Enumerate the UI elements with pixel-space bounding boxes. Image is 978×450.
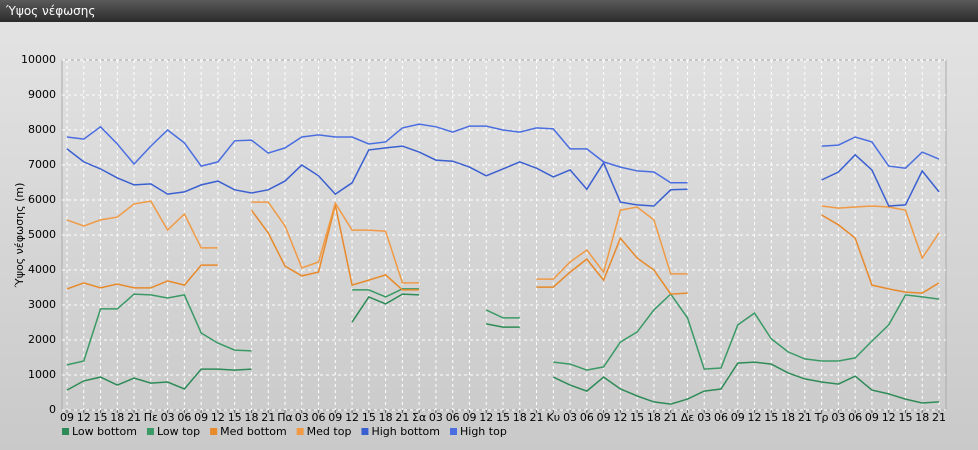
x-tick-label: 12 [211,411,225,424]
legend-swatch [62,428,69,435]
x-tick-label: 09 [194,411,208,424]
x-tick-label: 06 [177,411,191,424]
chart-title: Ύψος νέφωσης [0,0,978,22]
x-tick-label: 21 [798,411,812,424]
x-tick-label: 21 [261,411,275,424]
y-tick-label: 0 [49,403,56,416]
x-tick-label: 18 [647,411,661,424]
x-tick-label: 21 [530,411,544,424]
x-tick-label: 18 [781,411,795,424]
x-tick-label: Σα [412,411,426,424]
x-tick-label: Πε [144,411,158,424]
x-tick-label: 15 [94,411,108,424]
series-line [66,293,940,405]
series-line [66,288,940,371]
x-tick-label: 15 [898,411,912,424]
x-tick-label: 18 [915,411,929,424]
x-tick-label: Πα [277,411,293,424]
x-tick-label: 21 [127,411,141,424]
x-tick-label: 06 [714,411,728,424]
x-tick-label: 12 [77,411,91,424]
series-line [66,123,940,184]
legend-label: High bottom [371,425,440,438]
legend-swatch [210,428,218,435]
y-tick-label: 6000 [28,193,56,206]
x-tick-label: 21 [932,411,946,424]
y-tick-label: 7000 [28,158,56,171]
series-line [66,145,940,207]
x-tick-label: 09 [462,411,476,424]
legend-label: Med top [307,425,352,438]
x-tick-label: 03 [295,411,309,424]
x-tick-label: 12 [882,411,896,424]
x-tick-label: 15 [362,411,376,424]
x-tick-label: 09 [60,411,74,424]
x-tick-label: 09 [328,411,342,424]
x-tick-label: 15 [228,411,242,424]
x-tick-label: 21 [395,411,409,424]
x-tick-label: 03 [161,411,175,424]
x-tick-label: 06 [446,411,460,424]
series-line [66,200,940,284]
x-tick-label: 03 [429,411,443,424]
x-tick-label: 21 [664,411,678,424]
y-tick-label: 2000 [28,333,56,346]
legend-swatch [361,428,369,435]
x-tick-label: 15 [764,411,778,424]
x-tick-label: 15 [496,411,510,424]
x-tick-label: 06 [580,411,594,424]
y-axis-label: Ύψος νέφωσης (m) [13,183,26,289]
x-tick-label: Τρ [814,411,829,424]
x-tick-label: 18 [379,411,393,424]
y-tick-label: 9000 [28,88,56,101]
x-tick-label: 18 [513,411,527,424]
x-tick-label: 12 [479,411,493,424]
y-tick-label: 5000 [28,228,56,241]
y-tick-label: 8000 [28,123,56,136]
x-tick-label: 09 [731,411,745,424]
x-tick-label: 03 [697,411,711,424]
x-tick-label: Κυ [547,411,561,424]
x-tick-label: 12 [613,411,627,424]
x-tick-label: 06 [312,411,326,424]
legend-label: High top [460,425,507,438]
x-tick-label: 03 [831,411,845,424]
x-tick-label: 12 [345,411,359,424]
legend-swatch [146,428,154,435]
x-tick-label: 18 [244,411,258,424]
x-tick-label: 12 [748,411,762,424]
y-tick-label: 10000 [21,53,56,66]
x-tick-label: 18 [110,411,124,424]
x-tick-label: Δε [681,411,695,424]
legend-swatch [450,428,457,435]
y-tick-label: 1000 [28,368,56,381]
x-tick-label: 03 [563,411,577,424]
y-tick-label: 4000 [28,263,56,276]
y-tick-label: 3000 [28,298,56,311]
legend-swatch [296,428,304,435]
legend-label: Med bottom [220,425,287,438]
legend-label: Low top [157,425,200,438]
x-tick-label: 06 [848,411,862,424]
legend-label: Low bottom [72,425,137,438]
x-tick-label: 15 [630,411,644,424]
x-tick-label: 09 [865,411,879,424]
x-tick-label: 09 [597,411,611,424]
